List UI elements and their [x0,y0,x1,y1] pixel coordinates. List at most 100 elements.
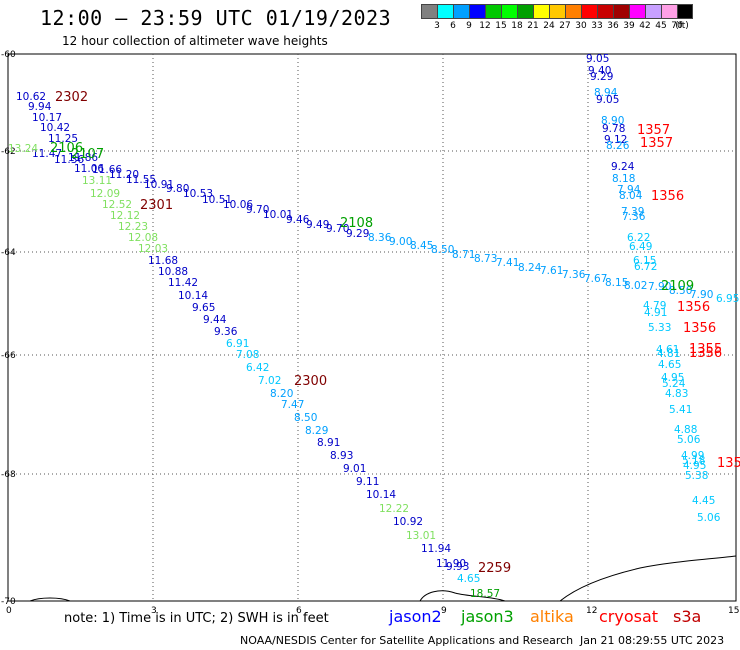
scale-swatch [597,4,613,19]
map-subtitle: 12 hour collection of altimeter wave hei… [62,34,328,48]
swh-value: 10.92 [393,516,423,528]
y-tick-label: -66 [1,351,16,361]
scale-swatch [533,4,549,19]
swh-value: 4.95 [661,372,684,384]
scale-swatch [517,4,533,19]
swh-value: 12.08 [128,232,158,244]
swh-value: 7.61 [540,265,563,277]
scale-label: 42 [639,21,651,31]
coastline [559,555,737,602]
swh-value: 11.55 [126,174,156,186]
color-scale-labels: 3 6 9 12 15 18 21 24 27 30 33 36 39 42 45 70 (ft) [421,19,693,31]
pass-label: 2106 [50,141,83,156]
swh-value: 5.06 [677,434,701,446]
swh-value: 8.20 [270,388,293,400]
swh-value: 9.94 [28,101,52,113]
swh-value: 4.65 [457,573,480,585]
swh-value: 7.36 [622,211,646,223]
swh-value: 11.90 [436,558,466,570]
pass-label: 2109 [661,279,694,294]
scale-label: 39 [623,21,635,31]
y-tick-label: -70 [1,597,16,607]
swh-value: 8.26 [606,140,630,152]
swh-value: 4.95 [683,460,706,472]
swh-value: 8.02 [624,280,647,292]
swh-value: 4.99 [681,450,704,462]
swh-value: 4.45 [692,495,715,507]
legend-cryosat: cryosat [599,607,659,626]
map-frame [7,53,737,602]
swh-value: 9.78 [602,123,625,135]
swh-value: 9.11 [356,476,379,488]
generated-timestamp: Jan 21 08:29:55 UTC 2023 [580,634,725,647]
axis-ticks: 0 3 6 9 12 15 -60 -62 -64 -66 -68 -70 [1,50,739,616]
scale-label: 18 [511,21,523,31]
swh-value: 11.68 [148,255,178,267]
swh-value: 9.29 [346,228,369,240]
swh-value: 13.11 [82,175,112,187]
swh-value: 6.49 [629,241,652,253]
swh-value: 9.46 [286,214,310,226]
scale-unit: (ft) [675,21,689,31]
scale-swatch [437,4,453,19]
swh-value: 9.70 [326,223,349,235]
scale-swatch [645,4,661,19]
scale-label: 3 [434,21,440,31]
x-tick-label: 12 [586,606,597,616]
scale-swatch [677,4,693,19]
swh-value: 10.51 [202,194,232,206]
swh-value: 7.02 [258,375,281,387]
pass-label: 1356 [677,300,710,315]
scale-swatch [469,4,485,19]
swh-value: 9.29 [590,71,613,83]
swh-value: 10.14 [366,489,396,501]
pass-label: 1357 [640,136,673,151]
scale-swatch [453,4,469,19]
swh-value: 9.70 [246,204,269,216]
swh-value: 7.67 [584,273,607,285]
swh-value: 6.22 [627,232,650,244]
swh-value: 5.38 [685,470,708,482]
swh-value: 7.08 [236,349,259,361]
legend-altika: altika [530,607,574,626]
scale-label: 12 [479,21,491,31]
swh-value: 5.41 [669,404,692,416]
swh-value: 4.83 [665,388,688,400]
swh-value: 9.05 [596,94,619,106]
pass-label: 1356 [689,346,722,361]
swh-value: 11.06 [74,163,104,175]
pass-label: 2107 [71,147,104,162]
swh-value: 8.73 [474,253,497,265]
swh-value: 8.50 [669,285,692,297]
scale-swatch [485,4,501,19]
legend-s3a: s3a [673,607,702,626]
swh-value: 7.39 [621,206,644,218]
swh-value: 5.06 [697,512,721,524]
swh-value: 12.09 [90,188,120,200]
pass-label: 135 [717,456,740,471]
scale-swatch [501,4,517,19]
x-tick-label: 0 [6,606,12,616]
swh-value: 10.88 [158,266,188,278]
swh-value: 8.29 [305,425,328,437]
scale-label: 9 [466,21,472,31]
pass-label: 2301 [140,198,173,213]
swh-value: 9.05 [586,53,609,65]
swh-value: 10.53 [183,188,213,200]
scale-label: 6 [450,21,456,31]
swh-value: 8.90 [601,115,624,127]
scale-label: 30 [575,21,587,31]
x-tick-label: 6 [296,606,302,616]
pass-label: 1357 [637,123,670,138]
swh-value: 5.24 [662,378,686,390]
swh-value: 4.88 [674,424,697,436]
swh-value: 8.50 [294,412,317,424]
credit-text: NOAA/NESDIS Center for Satellite Applica… [240,634,574,647]
scale-swatch [421,4,437,19]
swh-value: 8.36 [368,232,392,244]
swh-value: 7.47 [281,399,304,411]
swh-value: 9.65 [192,302,215,314]
scale-swatch [581,4,597,19]
swh-value: 8.91 [317,437,340,449]
